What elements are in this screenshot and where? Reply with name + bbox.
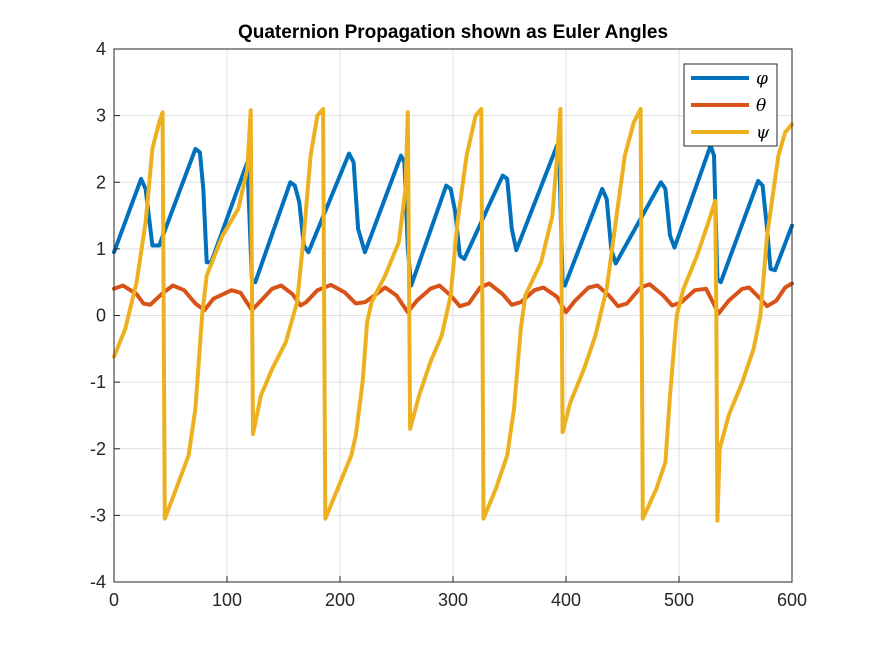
legend: φ θ ψ bbox=[683, 63, 778, 147]
x-tick-label: 500 bbox=[664, 590, 694, 610]
ticks: 0 100 200 300 400 500 600 -4 -3 -2 -1 0 1 2 3 4 bbox=[90, 39, 807, 610]
x-tick-label: 600 bbox=[777, 590, 807, 610]
y-tick-label: -4 bbox=[90, 572, 106, 592]
y-tick-label: 1 bbox=[96, 239, 106, 259]
x-tick-label: 300 bbox=[438, 590, 468, 610]
x-tick-label: 0 bbox=[109, 590, 119, 610]
y-tick-label: -2 bbox=[90, 439, 106, 459]
legend-label-psi: ψ bbox=[756, 123, 770, 143]
x-tick-label: 100 bbox=[212, 590, 242, 610]
series-line-theta bbox=[112, 281, 794, 316]
series-group bbox=[112, 107, 794, 523]
y-tick-label: -1 bbox=[90, 372, 106, 392]
y-tick-label: -3 bbox=[90, 505, 106, 525]
y-tick-label: 3 bbox=[96, 106, 106, 126]
x-tick-label: 200 bbox=[325, 590, 355, 610]
y-tick-label: 2 bbox=[96, 172, 106, 192]
legend-label-theta: θ bbox=[756, 96, 766, 116]
series-line-phi bbox=[112, 143, 794, 288]
legend-label-phi: φ bbox=[756, 69, 768, 89]
y-tick-label: 0 bbox=[96, 306, 106, 326]
y-tick-label: 4 bbox=[96, 39, 106, 59]
chart-title: Quaternion Propagation shown as Euler An… bbox=[238, 22, 668, 43]
series-line-psi bbox=[112, 107, 794, 523]
x-tick-label: 400 bbox=[551, 590, 581, 610]
